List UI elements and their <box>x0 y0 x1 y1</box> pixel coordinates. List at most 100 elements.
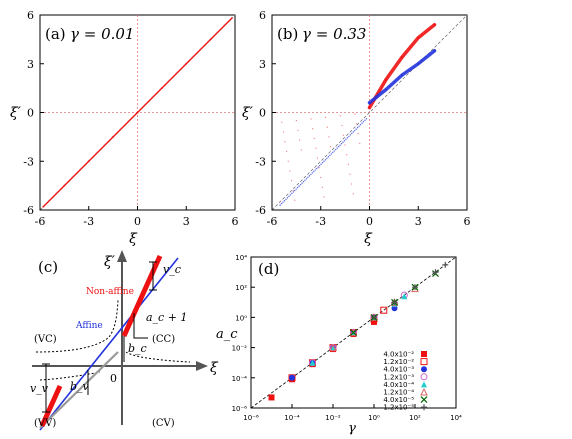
b-noise-point <box>281 121 283 123</box>
b-noise-point <box>292 189 294 192</box>
d-legend-label: 1.2x10⁻⁵ <box>383 404 414 412</box>
b-series-1-point <box>384 88 387 91</box>
b-noise-point <box>279 201 281 203</box>
panel-b-guides <box>271 14 468 211</box>
b-affine-sparse-point <box>314 169 316 171</box>
b-affine-sparse-point <box>313 170 315 173</box>
b-noise-point <box>344 144 346 146</box>
d-xtick-label: 10⁻⁴ <box>284 414 300 422</box>
panel-d-yticks: 10⁴ 10² 10⁰ 10⁻² 10⁻⁴ 10⁻⁶ <box>232 254 255 413</box>
b-noise-point <box>290 180 293 182</box>
b-affine-sparse-point <box>339 144 341 146</box>
a-xtick-label: 6 <box>232 215 239 228</box>
d-series-6-point <box>350 329 357 336</box>
a-series-0-point <box>63 184 66 187</box>
panel-c-label: (c) <box>38 258 58 276</box>
a-xtick-label: -6 <box>35 215 46 228</box>
a-xtick-label: -3 <box>83 215 94 228</box>
d-series-0-point <box>268 394 275 401</box>
b-affine-sparse-point <box>282 201 284 203</box>
d-ytick-label: 10² <box>235 284 247 292</box>
c-xlabel: ξ <box>210 360 219 376</box>
b-noise-point <box>359 142 361 144</box>
c-nonaffine-label: Non-affine <box>86 287 134 297</box>
b-series-1-point <box>433 49 436 52</box>
b-noise-point <box>289 170 291 172</box>
a-series-0-point <box>136 111 139 114</box>
d-legend-marker <box>420 396 428 404</box>
d-legend-label: 1.2x10⁻³ <box>383 373 414 381</box>
c-vv-label: v_v <box>30 382 49 395</box>
b-noise-point <box>325 116 327 118</box>
b-noise-point <box>312 128 314 130</box>
d-xtick-label: 10⁻² <box>325 414 341 422</box>
d-series-4-point <box>330 344 336 351</box>
b-noise-point <box>323 196 325 198</box>
b-noise-point <box>347 163 349 166</box>
b-affine-sparse-point <box>308 175 311 177</box>
d-series-7-point <box>412 284 418 291</box>
b-affine-sparse-point <box>299 183 302 186</box>
d-series-5-point <box>329 343 337 352</box>
panel-b-label: (b) <box>277 25 298 43</box>
a-ytick-label: -3 <box>23 155 34 168</box>
b-affine-sparse-point <box>302 181 305 183</box>
b-xtick-label: -3 <box>315 215 326 228</box>
b-noise-point <box>351 183 353 185</box>
c-nonaffine-line-lower <box>39 384 63 428</box>
d-series-4-point <box>309 359 316 366</box>
b-noise-point <box>297 129 299 131</box>
panel-d-xticks: 10⁻⁶ 10⁻⁴ 10⁻² 10⁰ 10² 10⁴ <box>243 404 462 422</box>
b-affine-sparse-point <box>364 119 366 122</box>
b-affine-sparse-point <box>340 143 343 145</box>
b-affine-sparse-point <box>321 162 324 164</box>
c-ylabel: ξ′ <box>104 254 116 270</box>
d-legend-label: 1.2x10⁻² <box>383 358 414 366</box>
b-xtick-label: -6 <box>267 215 278 228</box>
b-affine-sparse-point <box>358 125 360 127</box>
b-affine-sparse-point <box>352 131 354 133</box>
b-noise-point <box>354 113 356 115</box>
b-ytick-label: -3 <box>255 155 266 168</box>
a-series-0-point <box>185 62 188 65</box>
b-affine-sparse-point <box>330 153 333 155</box>
b-affine-sparse-point <box>343 140 346 142</box>
panel-b-points <box>279 23 437 206</box>
c-yaxis-arrow-icon <box>117 250 127 262</box>
b-affine-sparse-point <box>317 166 319 168</box>
d-series-7-point <box>391 299 398 306</box>
d-legend-marker <box>421 404 427 411</box>
d-ytick-label: 10⁻² <box>232 345 248 353</box>
d-ytick-label: 10⁰ <box>235 314 247 322</box>
b-ytick-label: 6 <box>259 9 266 22</box>
d-legend-label: 4.0x10⁻⁵ <box>383 396 414 404</box>
b-noise-point <box>318 167 320 169</box>
panel-a: -6 -3 0 3 6 6 3 0 -3 -6 (a) γ = 0.01 ξ ξ′ <box>10 9 239 247</box>
b-diagonal-guide <box>271 14 468 211</box>
b-noise-point <box>320 176 322 179</box>
b-affine-sparse-point <box>354 129 356 132</box>
d-legend-label: 4.0x10⁻² <box>383 351 414 359</box>
b-affine-sparse-point <box>323 160 325 162</box>
c-vc-label: v_c <box>163 263 181 276</box>
b-affine-sparse-point <box>298 185 300 187</box>
b-noise-point <box>339 115 341 117</box>
b-affine-sparse-point <box>359 123 362 126</box>
c-quadrant-vc: (VC) <box>34 334 57 345</box>
b-affine-sparse-point <box>294 189 296 192</box>
b-affine-sparse-point <box>280 202 283 205</box>
b-series-0-point <box>368 106 371 109</box>
b-ytick-label: 3 <box>259 58 266 71</box>
c-ac-label: a_c + 1 <box>146 311 187 324</box>
b-affine-sparse-point <box>318 164 321 167</box>
b-noise-point <box>321 186 323 188</box>
b-affine-sparse-point <box>289 194 292 196</box>
panel-a-xticks: -6 -3 0 3 6 <box>35 206 239 228</box>
c-origin: 0 <box>110 372 117 385</box>
a-ytick-label: 3 <box>27 58 34 71</box>
b-affine-sparse-point <box>291 192 293 195</box>
b-noise-point <box>282 131 284 133</box>
b-noise-point <box>329 146 332 148</box>
b-affine-sparse-point <box>336 147 338 149</box>
c-bc-label: b_c <box>128 342 147 355</box>
